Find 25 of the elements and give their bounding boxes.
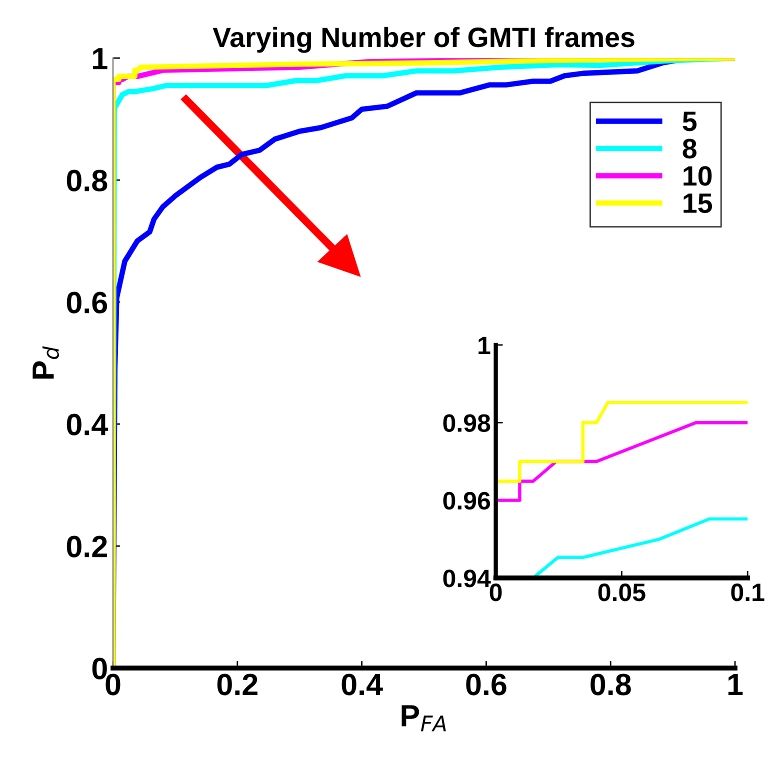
chart-title: Varying Number of GMTI frames	[212, 26, 634, 53]
y-tick-label: 0.8	[66, 170, 108, 192]
legend-label: 8	[682, 138, 696, 158]
y-tick-label: 0.2	[66, 536, 107, 558]
x-tick-label: 0	[490, 584, 502, 602]
x-tick-label: 0.1	[731, 584, 764, 602]
legend-label: 15	[684, 194, 712, 214]
y-tick-label: 0.6	[66, 292, 108, 314]
x-axis-title: P$_{FA}$	[402, 705, 446, 732]
y-tick-label: 0.4	[66, 414, 108, 436]
x-tick-label: 0.4	[342, 674, 383, 696]
y-tick-label: 1	[478, 336, 490, 354]
y-tick-label: 1	[93, 48, 108, 70]
y-tick-label: 0.94	[443, 570, 491, 588]
legend-label: 5	[682, 112, 697, 132]
x-tick-label: 0.05	[598, 584, 646, 602]
y-axis-title: P$_{d}$	[32, 346, 60, 379]
x-tick-label: 1	[728, 674, 743, 696]
y-tick-label: 0.96	[443, 492, 490, 510]
x-tick-label: 0.6	[466, 674, 506, 696]
x-tick-label: 0.8	[590, 674, 631, 696]
y-tick-label: 0.98	[443, 414, 490, 432]
legend-label: 10	[684, 166, 712, 186]
y-tick-label: 0	[92, 658, 107, 680]
x-tick-label: 0.2	[217, 674, 258, 696]
